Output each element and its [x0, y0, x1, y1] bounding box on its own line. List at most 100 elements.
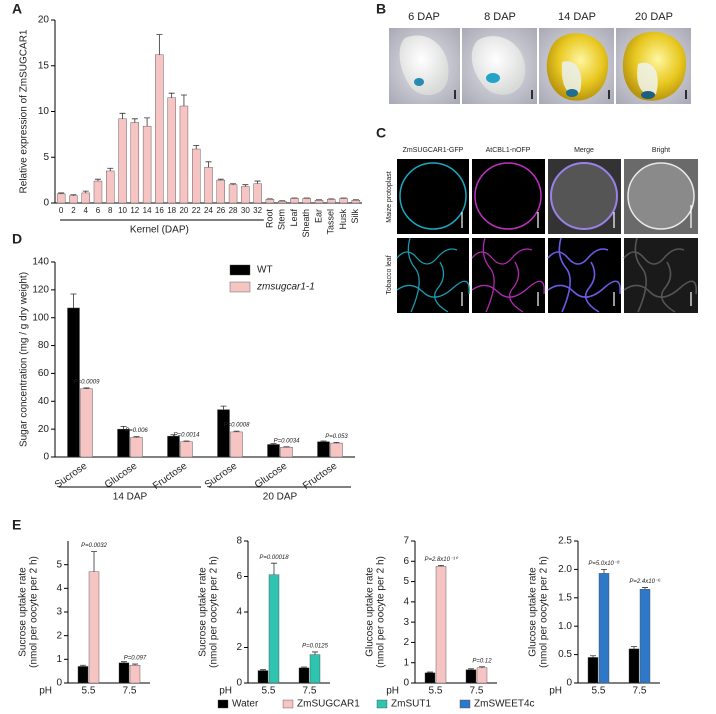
column-label: Merge: [574, 147, 594, 154]
error-bar: [217, 178, 224, 181]
x-axis-label: Kernel (DAP): [130, 225, 189, 236]
x-tick-label: 7.5: [303, 686, 317, 697]
bar: [88, 571, 100, 684]
y-tick-label: 1: [56, 654, 62, 665]
kernel-images: [389, 28, 691, 104]
bar: [228, 184, 238, 204]
panel-label: C: [376, 125, 386, 141]
x-axis-label: pH: [219, 686, 232, 697]
error-bar: [242, 184, 249, 187]
image-label: 8 DAP: [484, 11, 516, 23]
cell-wall: [623, 237, 697, 313]
error-bar: [119, 112, 126, 119]
bar: [180, 441, 193, 458]
y-axis-label: Relative expression of ZmSUGCAR1: [19, 29, 30, 193]
y-axis-label: Glucose uptake rate: [365, 567, 376, 657]
y-tick-label: 1: [403, 657, 409, 668]
y-tick-label: 0: [43, 198, 49, 209]
x-axis-label: pH: [549, 686, 562, 697]
p-value: P=0.12: [472, 658, 492, 664]
error-bar: [183, 440, 190, 442]
legend-label: ZmSUGCAR1: [297, 699, 360, 710]
y-tick-label: 100: [32, 312, 49, 323]
x-tick-label: 7.5: [470, 686, 484, 697]
bar: [217, 409, 230, 458]
bar: [179, 105, 189, 204]
error-bar: [254, 180, 261, 184]
bar: [56, 193, 66, 204]
p-value: P=0.0032: [81, 543, 108, 549]
y-tick-label: 5: [403, 576, 409, 587]
error-bar: [193, 144, 200, 150]
p-value: P=0.053: [325, 434, 348, 440]
image-label: 6 DAP: [408, 11, 440, 23]
bar: [435, 566, 447, 684]
error-bar: [320, 440, 327, 442]
x-tick-label: 7.5: [633, 686, 647, 697]
y-axis-label: (nmol per oocyte per 2 h): [209, 556, 220, 668]
error-bar: [479, 666, 485, 668]
kernel: [399, 35, 449, 96]
membrane: [550, 162, 618, 230]
y-tick-label: 140: [32, 257, 49, 268]
x-tick-label: Tassel: [326, 209, 336, 235]
error-bar: [271, 562, 277, 575]
error-bar: [233, 430, 240, 432]
bar: [587, 657, 599, 684]
x-tick-label: Silk: [350, 209, 360, 224]
cell-wall: [471, 237, 545, 313]
legend-swatch: [459, 699, 471, 709]
p-value: P=0.0034: [274, 438, 301, 444]
error-bar: [133, 436, 140, 438]
bar: [142, 125, 152, 204]
error-bar: [270, 443, 277, 445]
x-axis-label: pH: [39, 686, 52, 697]
y-axis-label: (nmol per oocyte per 2 h): [376, 556, 387, 668]
y-tick-label: 20: [38, 15, 50, 26]
legend-swatch: [229, 281, 251, 293]
bar: [80, 388, 93, 458]
y-tick-label: 6: [236, 571, 242, 582]
p-value: P=0.0125: [302, 644, 329, 650]
y-tick-label: 2: [236, 642, 242, 653]
bar: [93, 180, 103, 204]
y-axis-label: Sucrose uptake rate: [18, 567, 29, 657]
row-label: Maize protoplast: [386, 171, 393, 222]
error-bar: [70, 293, 77, 308]
group-label: 20 DAP: [263, 492, 298, 503]
error-bar: [70, 194, 77, 196]
x-tick-label: 5.5: [429, 686, 443, 697]
bar: [118, 662, 130, 684]
x-tick-label: 22: [192, 206, 201, 215]
y-tick-label: 0: [403, 678, 409, 689]
bar: [277, 200, 287, 204]
bar: [167, 97, 176, 204]
error-bar: [312, 651, 318, 655]
x-tick-label: 10: [118, 206, 127, 215]
error-bar: [58, 192, 65, 194]
error-bar: [468, 668, 474, 670]
panel-label: A: [12, 1, 22, 17]
x-tick-label: Ear: [313, 209, 323, 223]
error-bar: [427, 671, 433, 673]
membrane: [474, 162, 542, 230]
y-tick-label: 20: [38, 424, 50, 435]
error-bar: [220, 405, 227, 410]
y-tick-label: 3: [403, 617, 409, 628]
bar: [204, 167, 213, 204]
bar: [465, 669, 477, 684]
kernel: [471, 36, 526, 95]
legend-label: ZmSWEET4c: [474, 699, 535, 710]
y-axis-label: Sucrose uptake rate: [198, 567, 209, 657]
legend-label: zmsugcar1-1: [256, 282, 315, 293]
x-tick-label: Leaf: [289, 209, 299, 227]
bar: [257, 670, 269, 684]
y-tick-label: 0: [566, 678, 572, 689]
x-axis-label: pH: [386, 686, 399, 697]
y-tick-label: 2: [56, 630, 62, 641]
stain: [486, 73, 500, 83]
image: [548, 238, 621, 313]
bar: [167, 435, 180, 458]
y-tick-label: 7: [403, 536, 409, 547]
bar: [192, 148, 201, 204]
